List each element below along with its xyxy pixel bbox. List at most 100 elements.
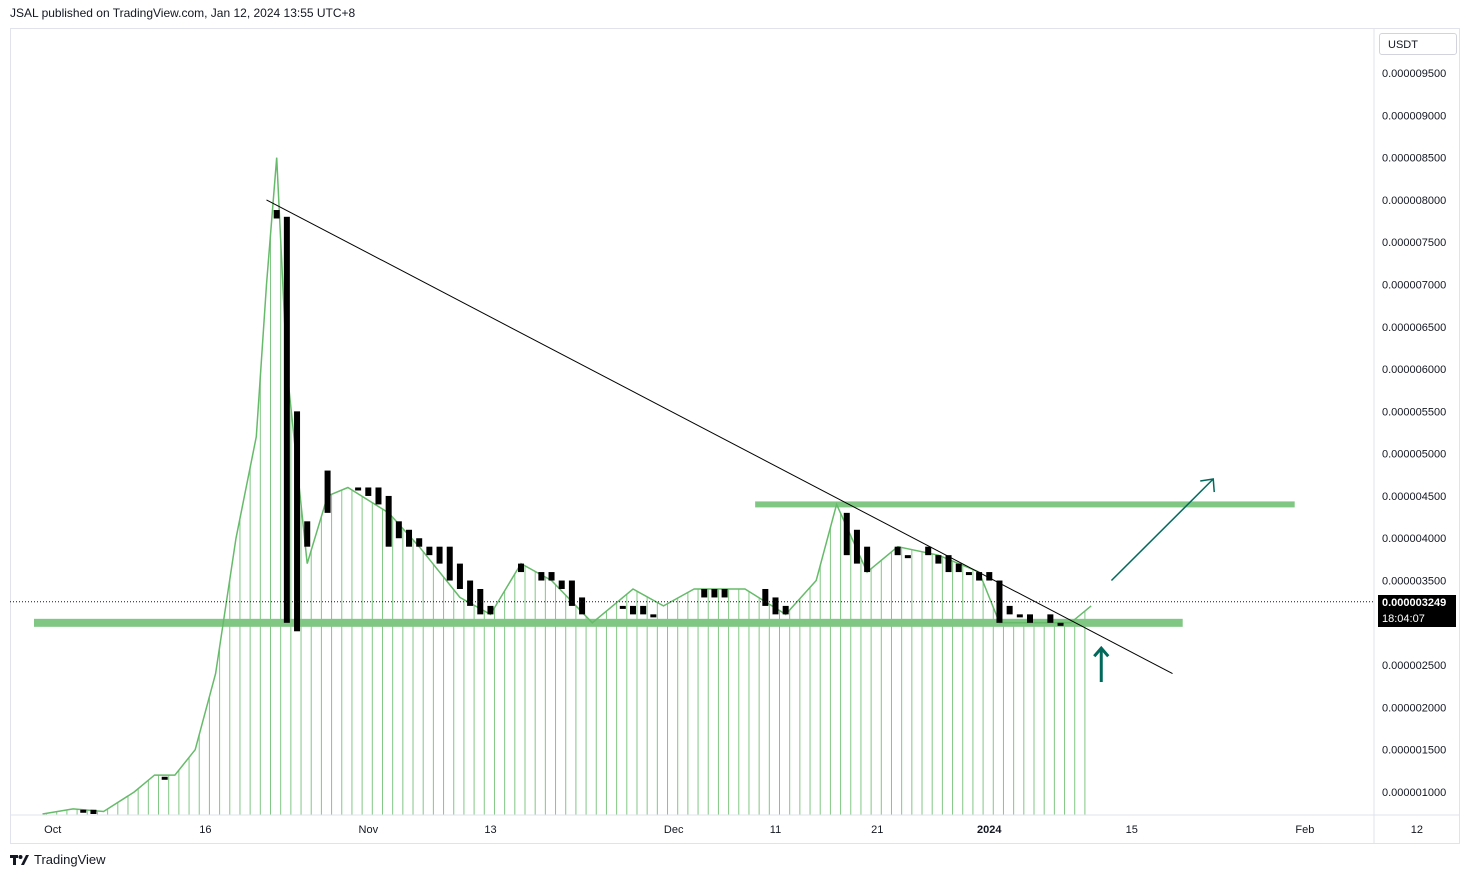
candle bbox=[518, 563, 524, 573]
currency-selector[interactable]: USDT bbox=[1379, 33, 1457, 55]
candle bbox=[273, 210, 280, 219]
candle bbox=[1047, 614, 1054, 623]
candle bbox=[355, 487, 362, 491]
y-tick-label: 0.000005500 bbox=[1382, 406, 1446, 418]
candle bbox=[996, 580, 1003, 623]
x-tick-label: Dec bbox=[664, 824, 684, 836]
zones-layer bbox=[34, 501, 1295, 627]
support-up-arrow-head bbox=[1093, 645, 1110, 658]
candle bbox=[640, 605, 647, 615]
candle bbox=[1016, 614, 1023, 618]
candle bbox=[538, 572, 545, 581]
candle bbox=[629, 605, 636, 615]
resistance-zone bbox=[755, 501, 1295, 508]
tradingview-brand: TradingView bbox=[34, 852, 106, 867]
last-price-label: 0.000003249 bbox=[1378, 595, 1456, 611]
candle bbox=[986, 572, 993, 581]
candle bbox=[701, 588, 708, 598]
candle bbox=[945, 555, 952, 573]
y-tick-label: 0.000002500 bbox=[1382, 660, 1446, 672]
candle bbox=[487, 605, 494, 615]
y-tick-label: 0.000001000 bbox=[1382, 787, 1446, 799]
y-tick-label: 0.000008000 bbox=[1382, 195, 1446, 207]
candle bbox=[375, 487, 382, 505]
breakout-arrow-head bbox=[1200, 478, 1215, 493]
candle bbox=[467, 580, 474, 606]
candle bbox=[1027, 614, 1033, 623]
candle bbox=[80, 809, 87, 813]
y-tick-label: 0.000007500 bbox=[1382, 237, 1446, 249]
candle bbox=[579, 597, 586, 615]
candle bbox=[711, 588, 718, 598]
y-tick-label: 0.000004500 bbox=[1382, 491, 1446, 503]
candle bbox=[1057, 622, 1064, 626]
candle bbox=[324, 470, 331, 513]
price-axis: 0.000009500 0.000009000 0.000008500 0.00000… bbox=[1373, 28, 1446, 843]
candle bbox=[426, 546, 433, 556]
publisher-header: JSAL published on TradingView.com, Jan 1… bbox=[10, 6, 356, 20]
y-tick-label: 0.000003500 bbox=[1382, 576, 1446, 588]
tradingview-footer[interactable]: TradingView bbox=[10, 852, 106, 867]
x-tick-label: Nov bbox=[359, 824, 379, 836]
candle bbox=[1006, 605, 1013, 615]
candle bbox=[385, 495, 392, 547]
x-tick-label: 13 bbox=[484, 824, 496, 836]
candle bbox=[976, 572, 983, 581]
candle bbox=[477, 588, 484, 615]
candle bbox=[568, 580, 575, 606]
candle bbox=[853, 529, 860, 564]
candle bbox=[935, 555, 942, 564]
x-tick-label: Oct bbox=[44, 824, 61, 836]
x-tick-label: 2024 bbox=[977, 824, 1002, 836]
candle bbox=[416, 538, 423, 547]
y-tick-label: 0.000007000 bbox=[1382, 279, 1446, 291]
candle bbox=[650, 614, 657, 618]
moving-average-line bbox=[42, 157, 1092, 815]
annotations-layer bbox=[10, 199, 1374, 683]
candle bbox=[721, 588, 728, 598]
x-tick-label: 12 bbox=[1411, 824, 1423, 836]
candles-layer bbox=[80, 210, 1064, 814]
candle bbox=[558, 580, 565, 589]
candle bbox=[90, 809, 97, 814]
candle bbox=[955, 563, 962, 573]
candle bbox=[365, 487, 372, 496]
candle bbox=[619, 605, 626, 609]
y-tick-label: 0.000009000 bbox=[1382, 110, 1446, 122]
support-zone bbox=[34, 618, 1183, 627]
candle bbox=[395, 521, 402, 539]
x-tick-label: 11 bbox=[770, 824, 781, 836]
candle bbox=[446, 546, 453, 581]
descending-trendline bbox=[266, 199, 1173, 675]
y-tick-label: 0.000006500 bbox=[1382, 322, 1446, 334]
y-tick-label: 0.000009500 bbox=[1382, 68, 1446, 80]
candle bbox=[762, 588, 769, 606]
y-tick-label: 0.000004000 bbox=[1382, 533, 1446, 545]
x-tick-label: 21 bbox=[871, 824, 883, 836]
candle bbox=[436, 546, 443, 564]
time-axis: Oct 16 Nov 13 Dec 11 21 2024 15 Feb 12 bbox=[10, 814, 1460, 836]
candle bbox=[161, 776, 168, 780]
candle bbox=[406, 529, 413, 547]
candle bbox=[965, 572, 972, 576]
y-tick-label: 0.000006000 bbox=[1382, 364, 1446, 376]
candle bbox=[283, 216, 290, 623]
candle bbox=[894, 546, 901, 556]
candle bbox=[843, 512, 850, 556]
candle bbox=[304, 521, 311, 547]
chart-frame bbox=[10, 28, 1460, 844]
bar-countdown-label: 18:04:07 bbox=[1378, 611, 1456, 627]
y-tick-label: 0.000001500 bbox=[1382, 745, 1446, 757]
candle bbox=[548, 572, 555, 581]
candle bbox=[294, 411, 301, 632]
x-tick-label: Feb bbox=[1295, 824, 1314, 836]
volume-bars-layer bbox=[46, 234, 1086, 815]
breakout-arrow bbox=[1110, 478, 1214, 582]
candle bbox=[772, 597, 779, 615]
x-tick-label: 16 bbox=[199, 824, 211, 836]
candle bbox=[904, 555, 911, 559]
candle bbox=[864, 546, 871, 573]
x-tick-label: 15 bbox=[1126, 824, 1138, 836]
candle bbox=[782, 605, 789, 615]
